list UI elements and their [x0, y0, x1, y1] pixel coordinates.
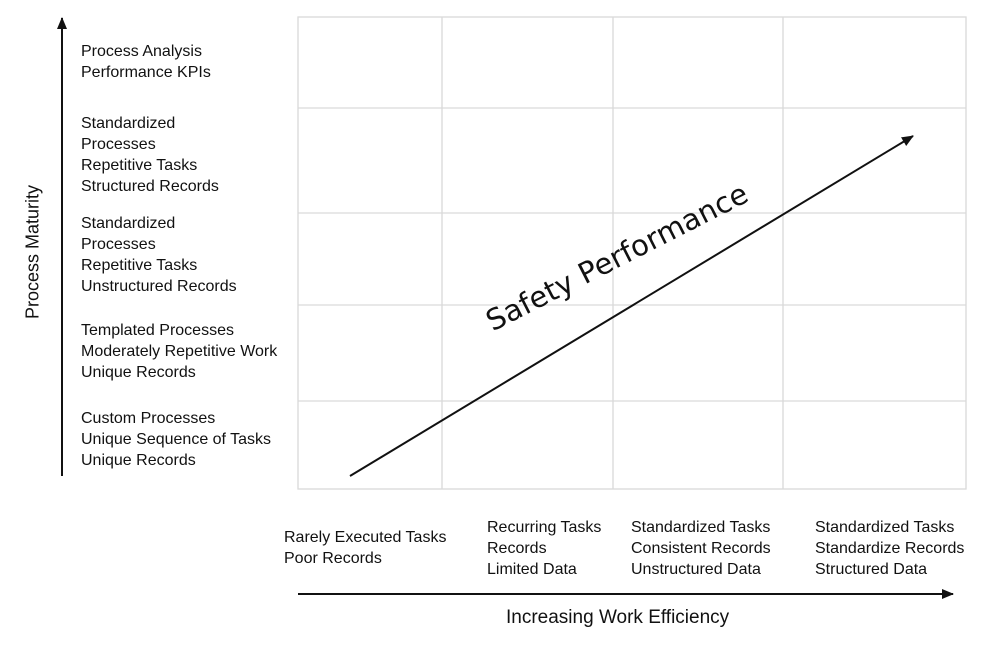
- y-level-label: Process Analysis Performance KPIs: [81, 43, 211, 81]
- y-level-label: Templated Processes Moderately Repetitiv…: [81, 322, 278, 381]
- x-level-label: Rarely Executed Tasks Poor Records: [284, 529, 447, 567]
- y-axis-title: Process Maturity: [22, 184, 43, 320]
- grid-border: [297, 16, 967, 490]
- y-level-label: Standardized Processes Repetitive Tasks …: [81, 115, 219, 195]
- x-level-label: Standardized Tasks Consistent Records Un…: [631, 519, 771, 578]
- x-level-label: Recurring Tasks Records Limited Data: [487, 519, 602, 578]
- x-axis-title: Increasing Work Efficiency: [506, 607, 730, 628]
- grid: [297, 16, 967, 490]
- x-level-label: Standardized Tasks Standardize Records S…: [815, 519, 965, 578]
- y-level-label: Standardized Processes Repetitive Tasks …: [81, 215, 237, 295]
- y-level-label: Custom Processes Unique Sequence of Task…: [81, 410, 272, 469]
- safety-performance-arrow: [349, 135, 914, 477]
